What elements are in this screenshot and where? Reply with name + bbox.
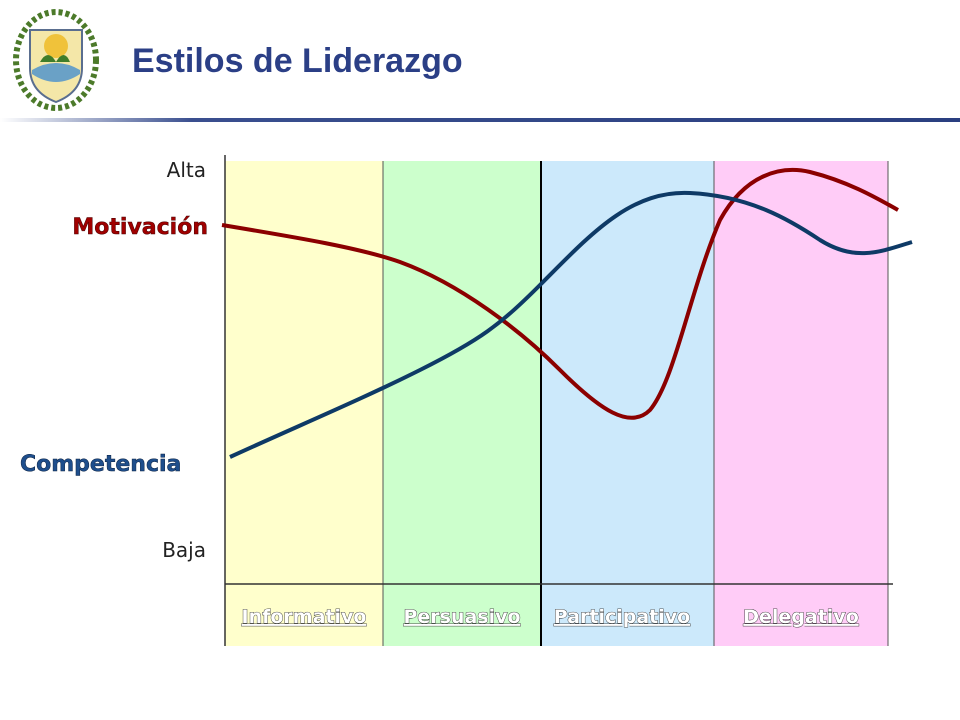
- competence-curve: [229, 190, 913, 459]
- curve-label: Competencia: [20, 452, 181, 477]
- title: Estilos de Liderazgo: [132, 42, 463, 80]
- axis-top-label: Alta: [167, 158, 206, 182]
- header-rule: [0, 118, 960, 122]
- logo: [13, 9, 99, 111]
- motivation-curve: [221, 167, 899, 420]
- column-label: Persuasivo: [403, 606, 520, 628]
- column-label: Participativo: [554, 606, 690, 628]
- column-bg: [541, 161, 714, 646]
- column-dividers: [382, 161, 889, 646]
- column-bg: [714, 161, 888, 646]
- column-bg: [383, 161, 541, 646]
- column-bg: [225, 161, 383, 646]
- column-label: Informativo: [242, 606, 367, 628]
- column-label: Delegativo: [743, 606, 859, 628]
- curve-label: Motivación: [72, 215, 208, 240]
- axis-bottom-label: Baja: [162, 538, 206, 562]
